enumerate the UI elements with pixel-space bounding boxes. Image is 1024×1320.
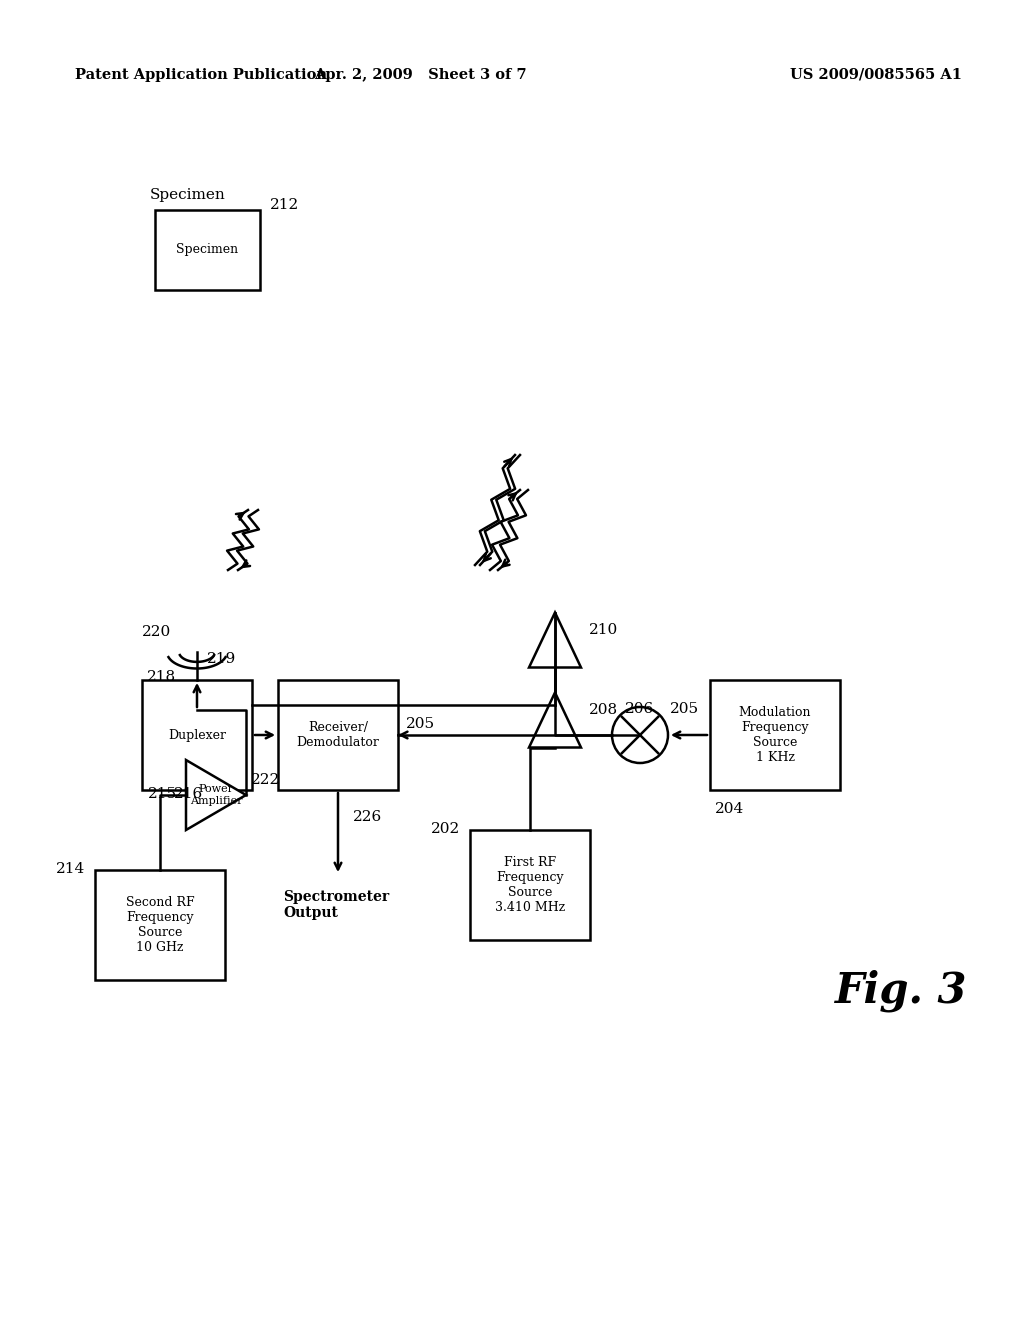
Text: 205: 205 (670, 702, 699, 715)
Text: 220: 220 (142, 624, 171, 639)
Text: Second RF
Frequency
Source
10 GHz: Second RF Frequency Source 10 GHz (126, 896, 195, 954)
Polygon shape (529, 612, 581, 668)
Text: 216: 216 (174, 787, 203, 801)
Text: 206: 206 (625, 702, 654, 715)
Text: Patent Application Publication: Patent Application Publication (75, 69, 327, 82)
Text: 222: 222 (251, 774, 281, 787)
Text: 208: 208 (589, 702, 618, 717)
Polygon shape (186, 760, 246, 830)
Text: 215: 215 (148, 787, 177, 801)
Text: Specimen: Specimen (176, 243, 239, 256)
Text: 202: 202 (431, 822, 460, 836)
Text: 212: 212 (270, 198, 299, 213)
Polygon shape (529, 693, 581, 747)
Text: Apr. 2, 2009   Sheet 3 of 7: Apr. 2, 2009 Sheet 3 of 7 (313, 69, 526, 82)
Text: Receiver/
Demodulator: Receiver/ Demodulator (297, 721, 380, 748)
Text: US 2009/0085565 A1: US 2009/0085565 A1 (790, 69, 962, 82)
Text: Duplexer: Duplexer (168, 729, 226, 742)
Text: 205: 205 (406, 717, 435, 731)
Text: Modulation
Frequency
Source
1 KHz: Modulation Frequency Source 1 KHz (738, 706, 811, 764)
Text: First RF
Frequency
Source
3.410 MHz: First RF Frequency Source 3.410 MHz (495, 855, 565, 913)
Text: Power
Amplifier: Power Amplifier (189, 784, 243, 805)
Bar (142, 680, 252, 789)
Text: 214: 214 (55, 862, 85, 876)
Text: 219: 219 (207, 652, 237, 667)
Text: 226: 226 (353, 810, 382, 824)
Bar (710, 680, 840, 789)
Circle shape (612, 708, 668, 763)
Text: Fig. 3: Fig. 3 (835, 970, 968, 1012)
Bar (470, 830, 590, 940)
Bar (278, 680, 398, 789)
Text: Specimen: Specimen (150, 187, 225, 202)
Text: 210: 210 (589, 623, 618, 636)
Text: 218: 218 (147, 671, 176, 684)
Text: 204: 204 (715, 803, 744, 816)
Bar (95, 870, 225, 979)
Text: Spectrometer
Output: Spectrometer Output (283, 890, 389, 920)
Bar (155, 210, 260, 290)
